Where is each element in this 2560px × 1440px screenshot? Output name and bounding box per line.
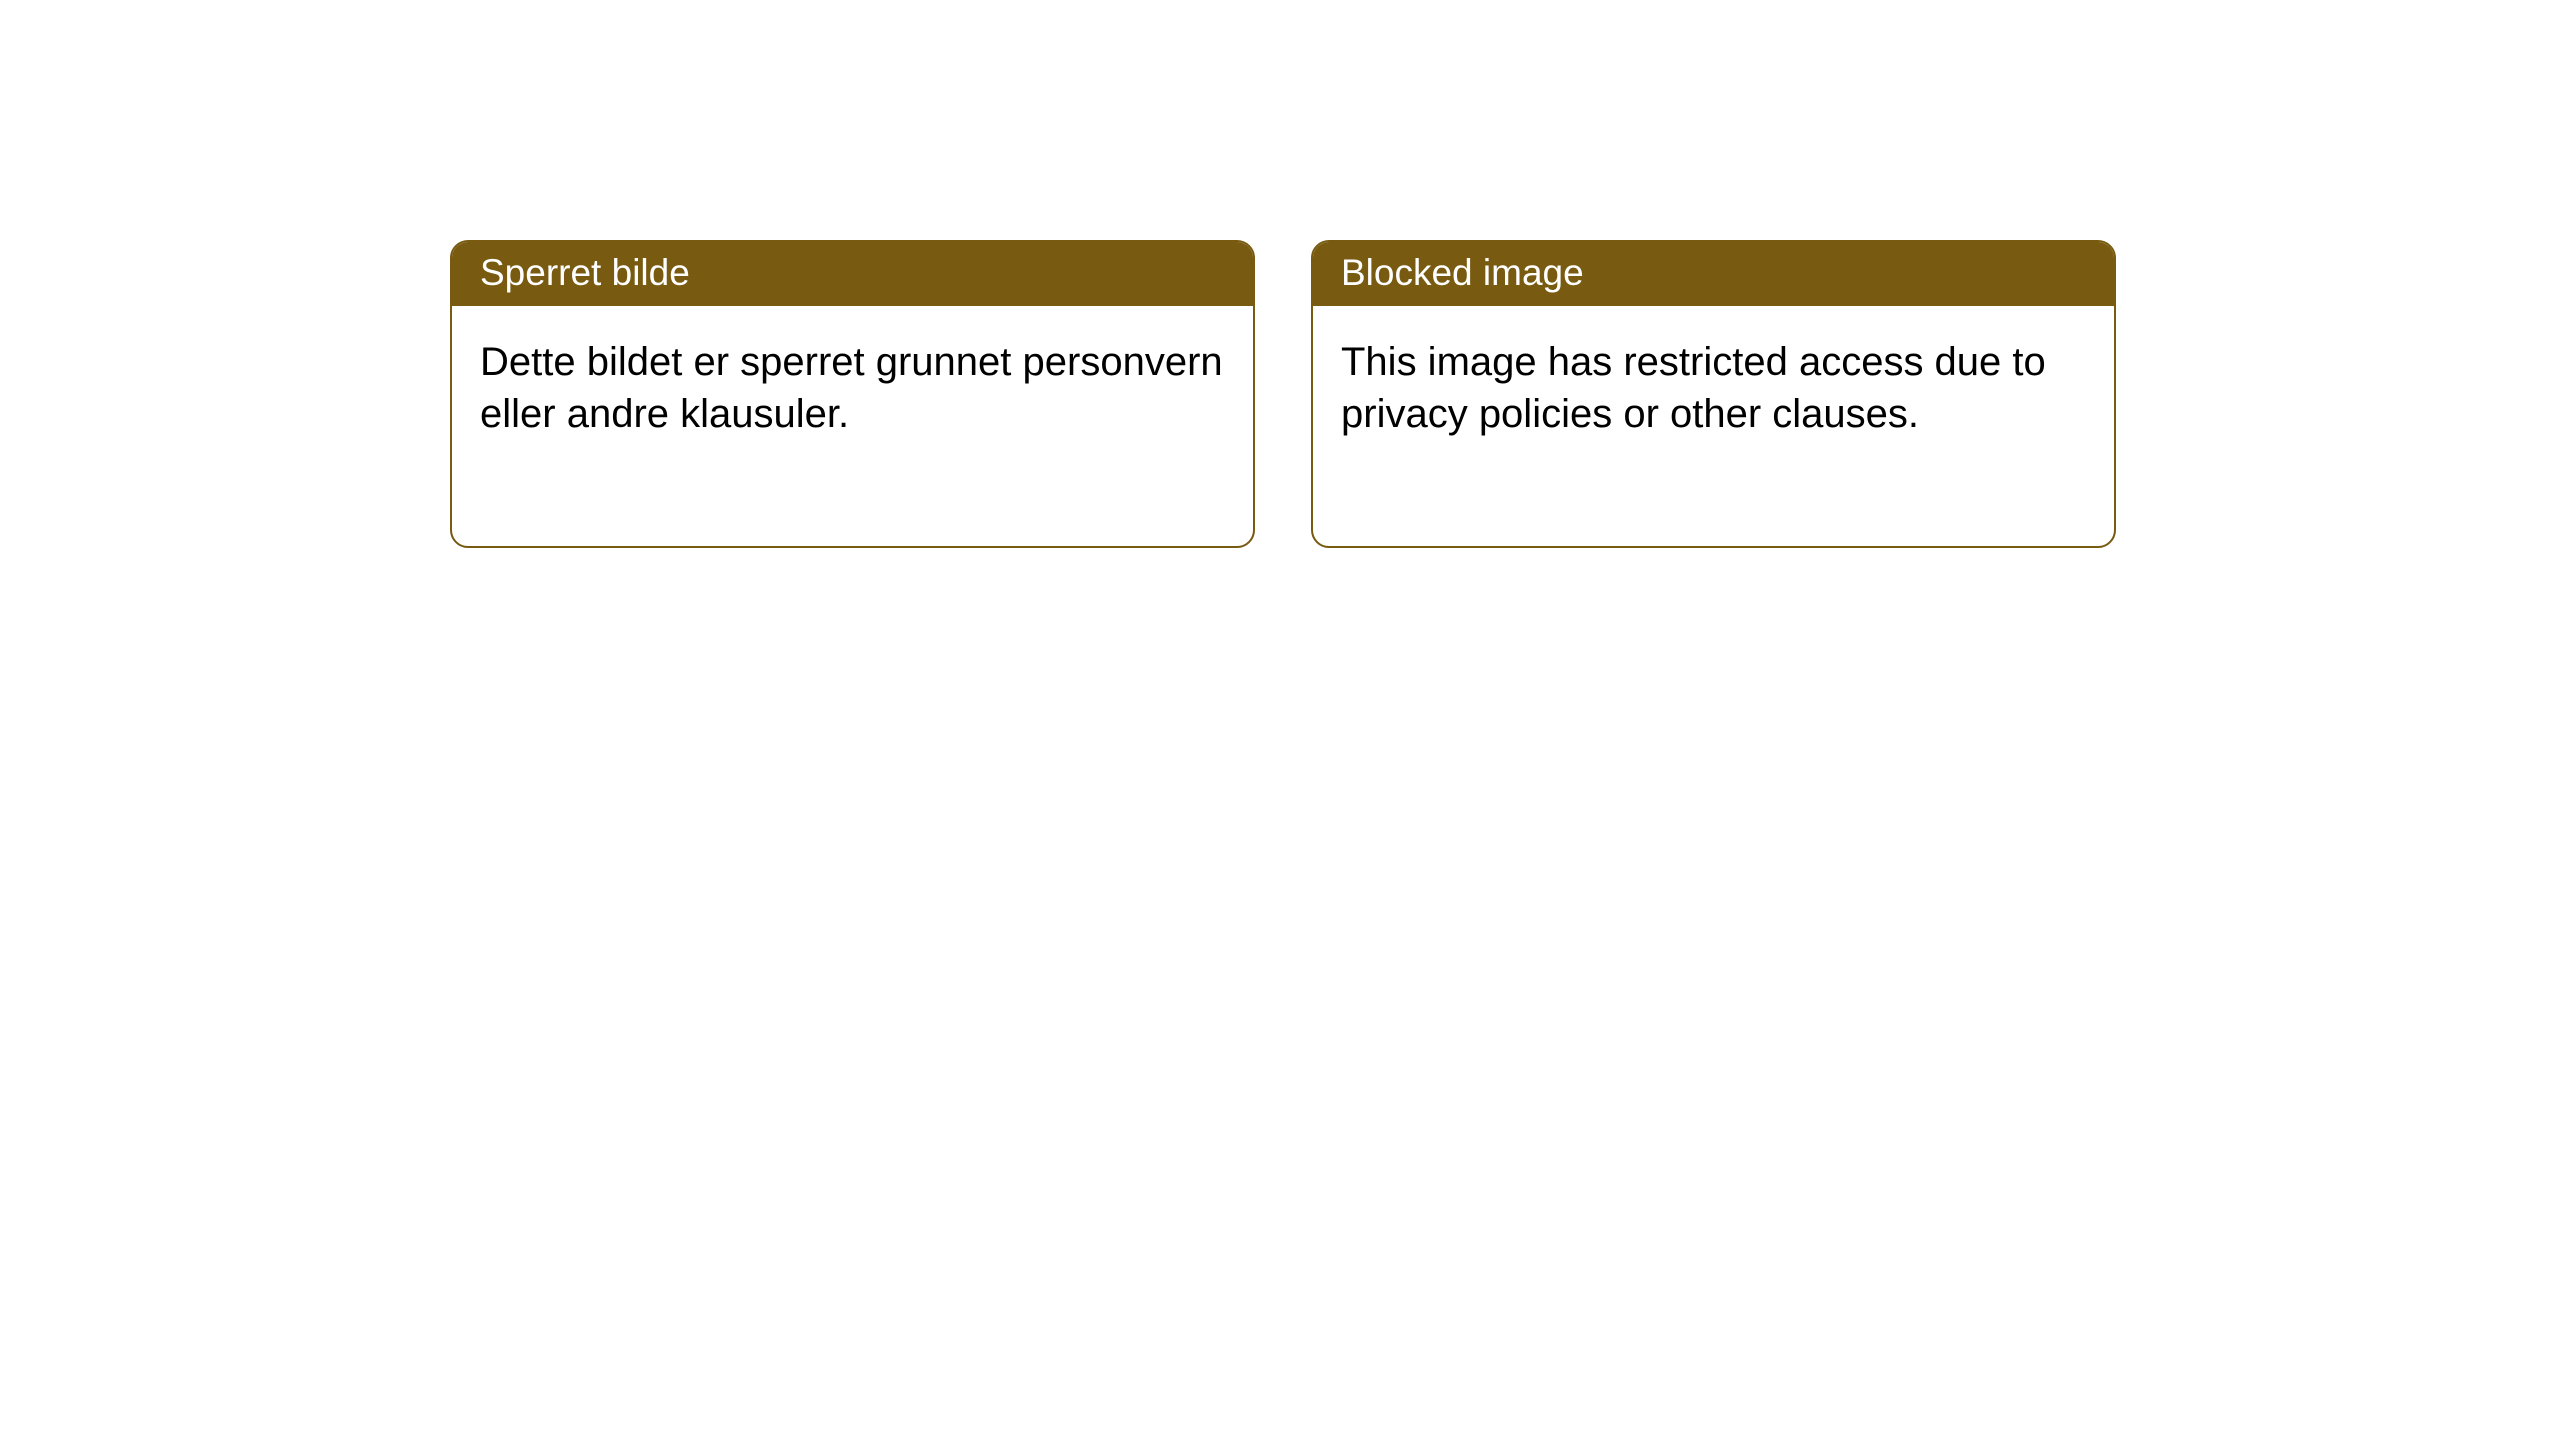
card-header: Sperret bilde xyxy=(452,242,1253,306)
card-body-text: This image has restricted access due to … xyxy=(1341,340,2046,436)
card-title: Sperret bilde xyxy=(480,252,690,293)
card-body: This image has restricted access due to … xyxy=(1313,306,2114,546)
blocked-image-card-no: Sperret bilde Dette bildet er sperret gr… xyxy=(450,240,1255,548)
notice-cards-row: Sperret bilde Dette bildet er sperret gr… xyxy=(0,0,2560,548)
card-body-text: Dette bildet er sperret grunnet personve… xyxy=(480,340,1223,436)
blocked-image-card-en: Blocked image This image has restricted … xyxy=(1311,240,2116,548)
card-body: Dette bildet er sperret grunnet personve… xyxy=(452,306,1253,546)
card-title: Blocked image xyxy=(1341,252,1584,293)
card-header: Blocked image xyxy=(1313,242,2114,306)
